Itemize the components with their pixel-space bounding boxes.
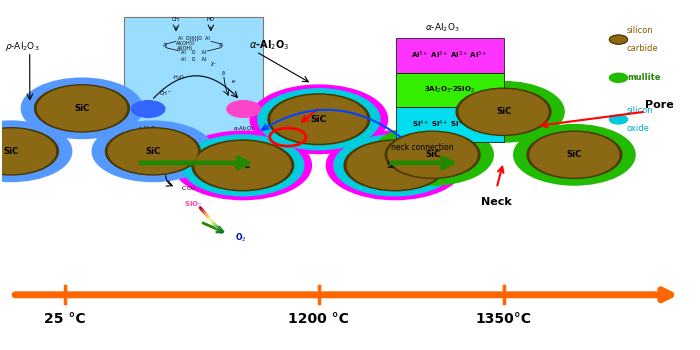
Ellipse shape — [326, 131, 463, 200]
Circle shape — [610, 115, 627, 124]
Ellipse shape — [456, 88, 551, 135]
Ellipse shape — [530, 133, 619, 177]
Text: HO: HO — [207, 17, 215, 22]
Text: $\delta$-: $\delta$- — [220, 69, 227, 77]
Text: -H$_2$O: -H$_2$O — [172, 74, 185, 82]
Circle shape — [207, 156, 242, 173]
Ellipse shape — [459, 90, 548, 134]
Text: OH$^-$: OH$^-$ — [159, 89, 172, 97]
Text: Al: Al — [163, 43, 168, 48]
FancyBboxPatch shape — [395, 38, 503, 72]
Text: O$_2$: O$_2$ — [235, 231, 246, 244]
Text: Al    O    Al: Al O Al — [181, 57, 206, 62]
FancyBboxPatch shape — [124, 17, 263, 140]
Text: Al  O|||||O  Al: Al O|||||O Al — [178, 35, 209, 41]
Text: Al$^{3+}$ Al$^{3+}$ Al$^{3+}$ Al$^{3+}$: Al$^{3+}$ Al$^{3+}$ Al$^{3+}$ Al$^{3+}$ — [411, 50, 488, 61]
Text: $\alpha$-Al$_2$O$_3$: $\alpha$-Al$_2$O$_3$ — [232, 124, 255, 133]
Text: mullite: mullite — [626, 73, 660, 82]
Ellipse shape — [344, 140, 446, 191]
Text: SiO$_2$: SiO$_2$ — [184, 199, 202, 210]
Text: ·CO$_2$: ·CO$_2$ — [179, 184, 195, 193]
Ellipse shape — [0, 129, 55, 174]
Ellipse shape — [347, 141, 443, 189]
Text: $\alpha$-Al$_2$O$_3$: $\alpha$-Al$_2$O$_3$ — [249, 38, 290, 52]
Text: 3Al$_2$O$_3$·2SiO$_2$: 3Al$_2$O$_3$·2SiO$_2$ — [424, 85, 475, 95]
FancyBboxPatch shape — [395, 72, 503, 107]
Ellipse shape — [250, 85, 388, 153]
Ellipse shape — [34, 85, 130, 132]
Text: SiC: SiC — [145, 147, 160, 156]
Ellipse shape — [271, 96, 367, 143]
Text: Al(OH): Al(OH) — [177, 46, 193, 51]
Ellipse shape — [385, 131, 480, 178]
Text: $\kappa$-: $\kappa$- — [231, 78, 237, 85]
Ellipse shape — [527, 131, 622, 178]
Text: silicon: silicon — [626, 106, 654, 115]
Text: Al    O    Al: Al O Al — [181, 50, 206, 55]
Text: $\chi$-: $\chi$- — [210, 60, 216, 68]
Circle shape — [143, 156, 177, 173]
Ellipse shape — [192, 140, 293, 191]
Ellipse shape — [174, 131, 312, 200]
Ellipse shape — [108, 129, 197, 174]
Text: SiC: SiC — [4, 147, 19, 156]
Text: SiC: SiC — [220, 162, 229, 167]
Text: 25 °C: 25 °C — [43, 312, 85, 326]
Circle shape — [132, 101, 165, 117]
Circle shape — [610, 35, 627, 44]
Ellipse shape — [258, 89, 380, 150]
Circle shape — [610, 73, 627, 82]
Text: Al(OH)$_3$: Al(OH)$_3$ — [176, 38, 195, 48]
Text: Al: Al — [219, 43, 224, 48]
Text: SiC: SiC — [155, 162, 164, 167]
Circle shape — [227, 101, 260, 117]
Ellipse shape — [514, 125, 635, 185]
FancyBboxPatch shape — [395, 107, 503, 142]
Text: OH: OH — [172, 17, 180, 22]
Ellipse shape — [37, 86, 127, 131]
Text: SiC: SiC — [74, 104, 90, 113]
Text: $\alpha$-Al$_2$O$_3$: $\alpha$-Al$_2$O$_3$ — [425, 22, 460, 34]
Text: 1200 °C: 1200 °C — [288, 312, 349, 326]
Ellipse shape — [92, 121, 214, 182]
Text: $\rho$-Al$_2$O$_3$: $\rho$-Al$_2$O$_3$ — [137, 124, 159, 133]
Ellipse shape — [21, 78, 143, 139]
Text: Si$^{4+}$ Si$^{4+}$ Si$^{4+}$ Si$^{4+}$: Si$^{4+}$ Si$^{4+}$ Si$^{4+}$ Si$^{4+}$ — [412, 119, 487, 130]
Ellipse shape — [388, 133, 477, 177]
Ellipse shape — [0, 121, 71, 182]
Text: SiC: SiC — [387, 161, 403, 170]
Text: neck connection: neck connection — [391, 144, 454, 153]
Text: 1350°C: 1350°C — [475, 312, 531, 326]
Text: oxidation: oxidation — [176, 150, 209, 156]
Text: Pore: Pore — [645, 100, 674, 110]
Text: $\rho$-Al$_2$O$_3$: $\rho$-Al$_2$O$_3$ — [6, 40, 40, 53]
Ellipse shape — [195, 141, 290, 189]
Text: SiC: SiC — [311, 115, 327, 124]
Text: oxide: oxide — [626, 124, 650, 133]
Ellipse shape — [0, 128, 58, 175]
Text: SiC: SiC — [234, 161, 251, 170]
Ellipse shape — [106, 128, 200, 175]
Ellipse shape — [182, 135, 304, 196]
Ellipse shape — [443, 82, 564, 142]
Text: SiC: SiC — [425, 150, 440, 159]
Text: silicon: silicon — [626, 26, 654, 35]
Ellipse shape — [334, 135, 456, 196]
Ellipse shape — [372, 125, 494, 185]
Text: Neck: Neck — [481, 197, 512, 207]
Ellipse shape — [268, 94, 370, 145]
Text: carbide: carbide — [626, 44, 659, 53]
Text: SiC: SiC — [496, 107, 511, 116]
Text: SiC: SiC — [567, 150, 582, 159]
